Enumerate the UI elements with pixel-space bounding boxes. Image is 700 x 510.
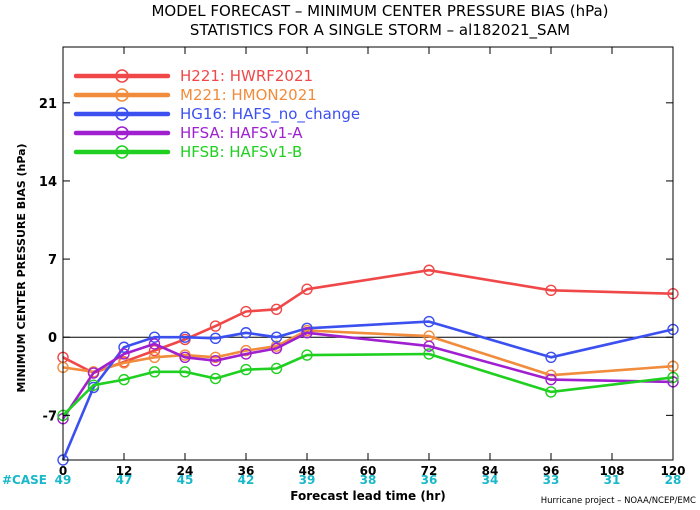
x-tick-label: 48	[299, 464, 316, 478]
x-tick-label: 60	[360, 464, 377, 478]
series-4-point	[179, 351, 191, 364]
case-count: 42	[238, 473, 255, 487]
series-5-point	[179, 366, 191, 378]
series-5-point	[148, 366, 161, 378]
case-count: 39	[299, 473, 316, 487]
series-1-point	[209, 320, 222, 332]
series-3-point	[209, 332, 222, 345]
credit-text: Hurricane project – NOAA/NCEP/EMC	[541, 496, 696, 506]
legend-marker-4	[115, 126, 129, 140]
x-tick-label: 96	[543, 464, 560, 478]
y-tick-label: 7	[48, 253, 57, 268]
series-4-point	[270, 342, 283, 355]
case-count: 28	[665, 473, 682, 487]
series-4-point	[87, 367, 100, 379]
series-3-point	[423, 315, 435, 328]
series-5-point	[270, 362, 283, 375]
series-line-5	[62, 352, 674, 417]
series-1-point	[423, 264, 435, 276]
case-count: 38	[360, 473, 377, 487]
x-tick-label: 12	[116, 464, 133, 478]
x-tick-label: 24	[177, 464, 194, 478]
series-line-4	[61, 331, 674, 420]
series-4-point	[148, 338, 161, 350]
y-tick-label: 21	[39, 97, 57, 112]
case-count: 31	[604, 473, 621, 487]
series-5-point	[209, 372, 222, 385]
series-4-point	[545, 373, 557, 386]
series-5-point	[240, 363, 252, 376]
series-4-point	[301, 327, 313, 339]
series-4-point	[240, 348, 252, 360]
series-3-point	[545, 351, 557, 364]
x-tick-label: 120	[660, 464, 685, 478]
legend-marker-1	[115, 69, 129, 83]
x-axis-label: Forecast lead time (hr)	[290, 489, 446, 503]
series-1-point	[240, 305, 252, 318]
series-4-point	[118, 348, 130, 360]
series-1-point	[545, 284, 557, 297]
legend-marker-2	[115, 88, 129, 102]
legend-marker-3	[115, 107, 129, 121]
series-5-point	[118, 373, 130, 386]
case-count: 49	[55, 473, 72, 487]
series-3-point	[240, 327, 252, 339]
case-count: 36	[421, 473, 438, 487]
series-5-point	[301, 349, 313, 361]
series-3-point	[179, 331, 191, 343]
y-tick-label: 0	[48, 331, 57, 346]
series-5-point	[87, 379, 100, 391]
y-tick-label: -7	[43, 409, 57, 424]
case-label: #CASE	[2, 473, 47, 487]
x-tick-label: 72	[421, 464, 438, 478]
x-tick-label: 108	[599, 464, 624, 478]
series-5-point	[545, 386, 557, 398]
x-tick-label: 84	[482, 464, 499, 478]
series-1-point	[270, 303, 283, 316]
legend-label-5: HFSB: HAFSv1-B	[180, 143, 302, 161]
series-3-point	[118, 341, 130, 353]
legend-label-3: HG16: HAFS_no_change	[180, 105, 360, 124]
series-1-point	[148, 344, 161, 357]
y-axis-label: MINIMUM CENTER PRESSURE BIAS (hPa)	[15, 143, 28, 392]
series-3-point	[148, 331, 161, 343]
legend-label-2: M221: HMON2021	[180, 86, 317, 104]
x-tick-label: 0	[59, 464, 67, 478]
y-tick-label: 14	[39, 175, 57, 190]
case-count: 47	[116, 473, 133, 487]
x-tick-label: 36	[238, 464, 255, 478]
series-2-point	[118, 357, 130, 369]
legend-label-1: H221: HWRF2021	[180, 67, 313, 85]
series-4-point	[209, 354, 222, 367]
case-count: 33	[543, 473, 560, 487]
series-2-point	[148, 351, 161, 364]
series-5-point	[423, 348, 435, 360]
series-1-point	[301, 283, 313, 295]
chart-subtitle: STATISTICS FOR A SINGLE STORM – al182021…	[190, 21, 570, 40]
case-count: 45	[177, 473, 194, 487]
case-count: 34	[482, 473, 499, 487]
series-2-point	[240, 344, 252, 357]
series-2-point	[209, 351, 222, 364]
series-3-point	[270, 331, 283, 343]
legend-marker-5	[115, 145, 129, 159]
series-4-point	[423, 340, 435, 352]
chart-title: MODEL FORECAST – MINIMUM CENTER PRESSURE…	[151, 2, 608, 20]
legend-label-4: HFSA: HAFSv1-A	[180, 124, 303, 142]
plot-frame	[62, 46, 674, 461]
